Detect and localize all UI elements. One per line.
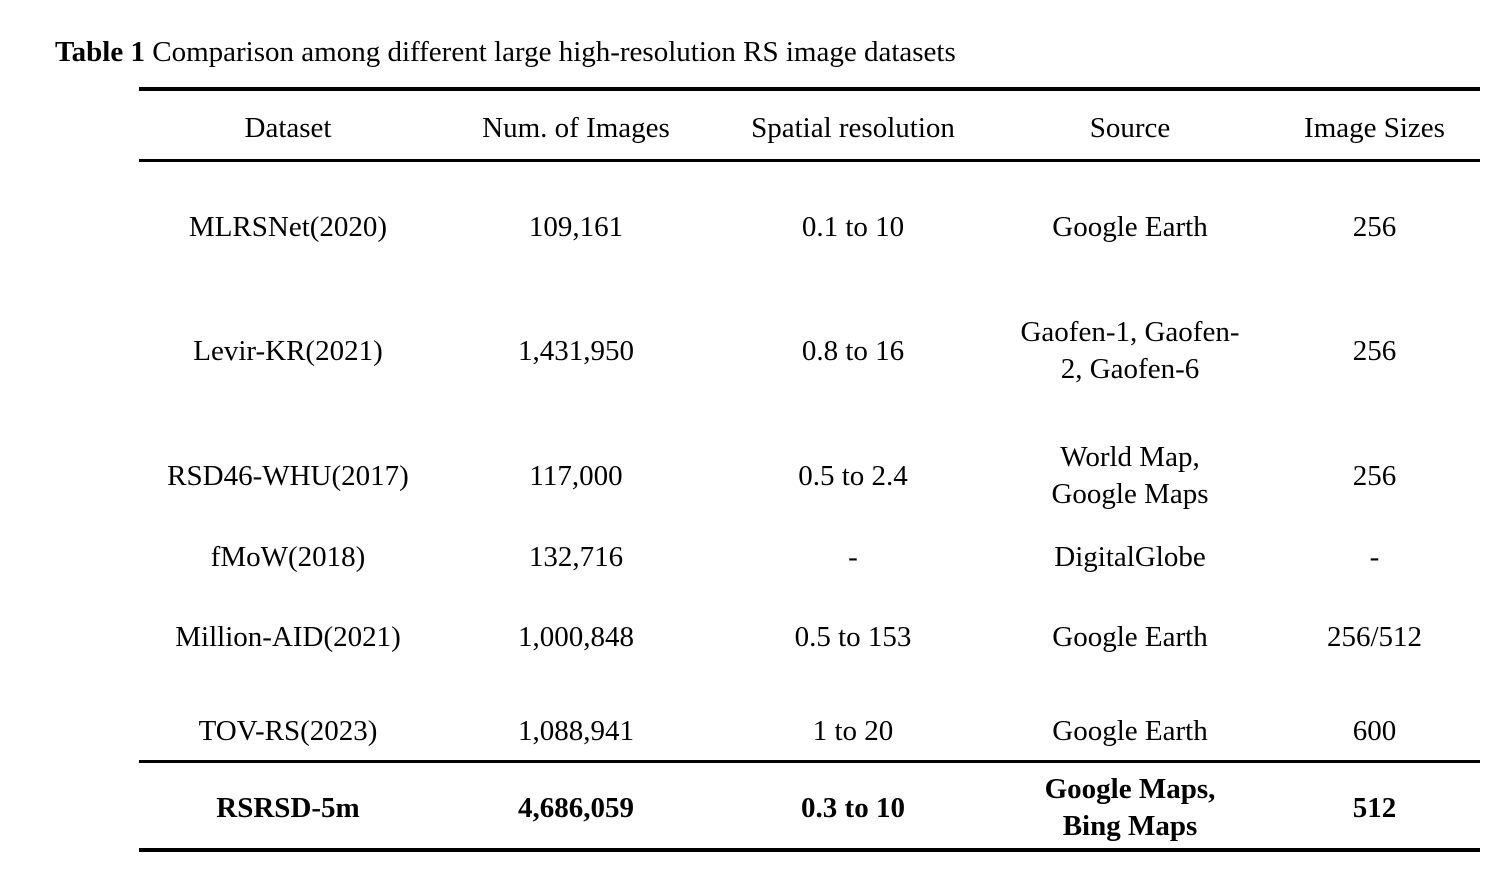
cell-source-line: 2, Gaofen-6 bbox=[991, 351, 1269, 388]
header-spatial-resolution: Spatial resolution bbox=[715, 110, 991, 147]
table-caption: Table 1 Comparison among different large… bbox=[55, 34, 956, 70]
cell-source: Google Earth bbox=[991, 209, 1269, 246]
cell-resolution: 0.5 to 2.4 bbox=[715, 458, 991, 495]
table-row-highlight: RSRSD-5m 4,686,059 0.3 to 10 Google Maps… bbox=[139, 770, 1480, 846]
cell-image-sizes: 256 bbox=[1269, 209, 1480, 246]
cell-source-line: Google Maps, bbox=[991, 771, 1269, 808]
cell-num-images: 1,088,941 bbox=[437, 713, 715, 750]
cell-image-sizes: 256 bbox=[1269, 333, 1480, 370]
cell-dataset: TOV-RS(2023) bbox=[139, 713, 437, 750]
header-image-sizes: Image Sizes bbox=[1269, 110, 1480, 147]
cell-source: DigitalGlobe bbox=[991, 539, 1269, 576]
cell-source-line: Google Earth bbox=[991, 713, 1269, 750]
cell-resolution: 0.8 to 16 bbox=[715, 333, 991, 370]
cell-image-sizes: 600 bbox=[1269, 713, 1480, 750]
cell-source-line: Google Earth bbox=[991, 619, 1269, 656]
cell-num-images: 4,686,059 bbox=[437, 790, 715, 827]
cell-source-line: Google Earth bbox=[991, 209, 1269, 246]
header-source: Source bbox=[991, 110, 1269, 147]
cell-resolution: 0.3 to 10 bbox=[715, 790, 991, 827]
cell-image-sizes: - bbox=[1269, 539, 1480, 576]
cell-source-line: Gaofen-1, Gaofen- bbox=[991, 314, 1269, 351]
cell-source: Google Earth bbox=[991, 713, 1269, 750]
table-caption-text: Comparison among different large high-re… bbox=[152, 36, 956, 68]
cell-source-line: Bing Maps bbox=[991, 808, 1269, 845]
cell-image-sizes: 256 bbox=[1269, 458, 1480, 495]
cell-source: Gaofen-1, Gaofen- 2, Gaofen-6 bbox=[991, 314, 1269, 388]
cell-resolution: 0.5 to 153 bbox=[715, 619, 991, 656]
cell-source: World Map, Google Maps bbox=[991, 439, 1269, 513]
cell-source-line: Google Maps bbox=[991, 476, 1269, 513]
cell-dataset: RSD46-WHU(2017) bbox=[139, 458, 437, 495]
table-row: MLRSNet(2020) 109,161 0.1 to 10 Google E… bbox=[139, 207, 1480, 247]
table-caption-label: Table 1 bbox=[55, 36, 145, 68]
cell-source-line: DigitalGlobe bbox=[991, 539, 1269, 576]
table-top-rule bbox=[139, 87, 1480, 91]
table-row: TOV-RS(2023) 1,088,941 1 to 20 Google Ea… bbox=[139, 711, 1480, 751]
table-row: Million-AID(2021) 1,000,848 0.5 to 153 G… bbox=[139, 617, 1480, 657]
cell-source-line: World Map, bbox=[991, 439, 1269, 476]
cell-num-images: 132,716 bbox=[437, 539, 715, 576]
cell-source: Google Earth bbox=[991, 619, 1269, 656]
cell-num-images: 1,000,848 bbox=[437, 619, 715, 656]
cell-dataset: fMoW(2018) bbox=[139, 539, 437, 576]
cell-num-images: 117,000 bbox=[437, 458, 715, 495]
table-header-rule bbox=[139, 159, 1480, 162]
cell-source: Google Maps, Bing Maps bbox=[991, 771, 1269, 845]
cell-resolution: 1 to 20 bbox=[715, 713, 991, 750]
table-row: fMoW(2018) 132,716 - DigitalGlobe - bbox=[139, 537, 1480, 577]
cell-dataset: RSRSD-5m bbox=[139, 790, 437, 827]
cell-image-sizes: 512 bbox=[1269, 790, 1480, 827]
cell-num-images: 1,431,950 bbox=[437, 333, 715, 370]
cell-image-sizes: 256/512 bbox=[1269, 619, 1480, 656]
cell-dataset: MLRSNet(2020) bbox=[139, 209, 437, 246]
header-dataset: Dataset bbox=[139, 110, 437, 147]
table-header-row: Dataset Num. of Images Spatial resolutio… bbox=[139, 108, 1480, 148]
table-highlight-rule bbox=[139, 760, 1480, 763]
cell-dataset: Million-AID(2021) bbox=[139, 619, 437, 656]
cell-num-images: 109,161 bbox=[437, 209, 715, 246]
table-bottom-rule bbox=[139, 848, 1480, 852]
cell-dataset: Levir-KR(2021) bbox=[139, 333, 437, 370]
cell-resolution: 0.1 to 10 bbox=[715, 209, 991, 246]
cell-resolution: - bbox=[715, 539, 991, 576]
table-row: RSD46-WHU(2017) 117,000 0.5 to 2.4 World… bbox=[139, 438, 1480, 514]
header-num-images: Num. of Images bbox=[437, 110, 715, 147]
table-row: Levir-KR(2021) 1,431,950 0.8 to 16 Gaofe… bbox=[139, 313, 1480, 389]
